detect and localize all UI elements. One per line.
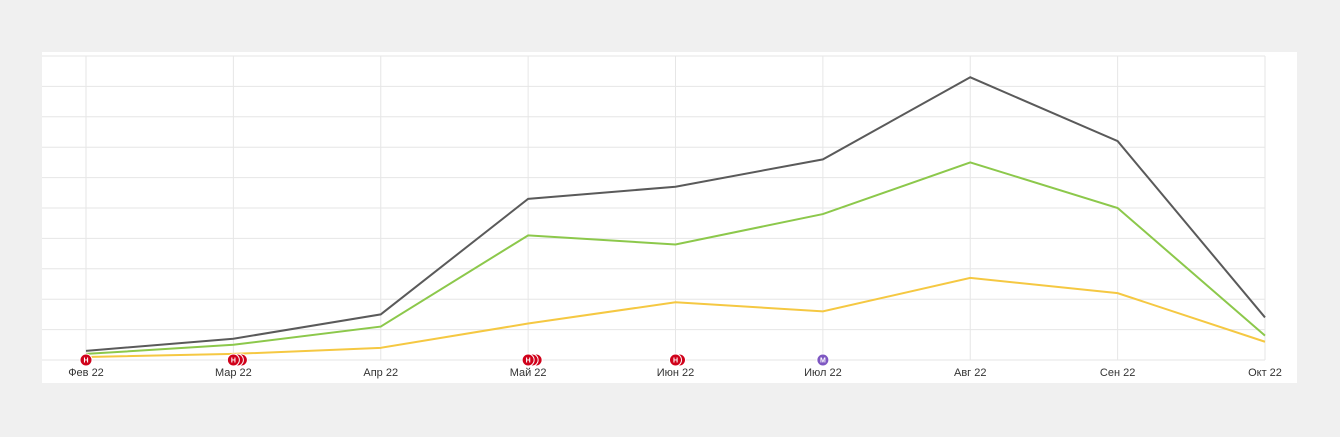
x-tick-label: Окт 22 xyxy=(1248,367,1282,379)
x-tick-label: Июл 22 xyxy=(804,367,842,379)
series-line xyxy=(85,161,1266,355)
event-marker xyxy=(79,353,93,367)
event-label: Н xyxy=(231,357,236,364)
x-tick-label: Май 22 xyxy=(510,367,547,379)
event-marker xyxy=(226,353,240,367)
event-marker xyxy=(816,353,830,367)
event-label: Н xyxy=(673,357,678,364)
x-tick-label: Апр 22 xyxy=(363,367,398,379)
x-tick-label: Фев 22 xyxy=(68,367,104,379)
x-tick-label: Мар 22 xyxy=(215,367,252,379)
plot-panel xyxy=(42,52,1297,383)
event-marker xyxy=(521,353,535,367)
event-label: Н xyxy=(83,357,88,364)
x-tick-label: Июн 22 xyxy=(657,367,695,379)
event-marker xyxy=(669,353,682,367)
series-line xyxy=(85,76,1266,352)
x-tick-label: Авг 22 xyxy=(954,367,986,379)
event-label: М xyxy=(820,357,826,364)
series-line xyxy=(85,276,1266,358)
event-label: Н xyxy=(526,357,531,364)
x-tick-label: Сен 22 xyxy=(1100,367,1135,379)
